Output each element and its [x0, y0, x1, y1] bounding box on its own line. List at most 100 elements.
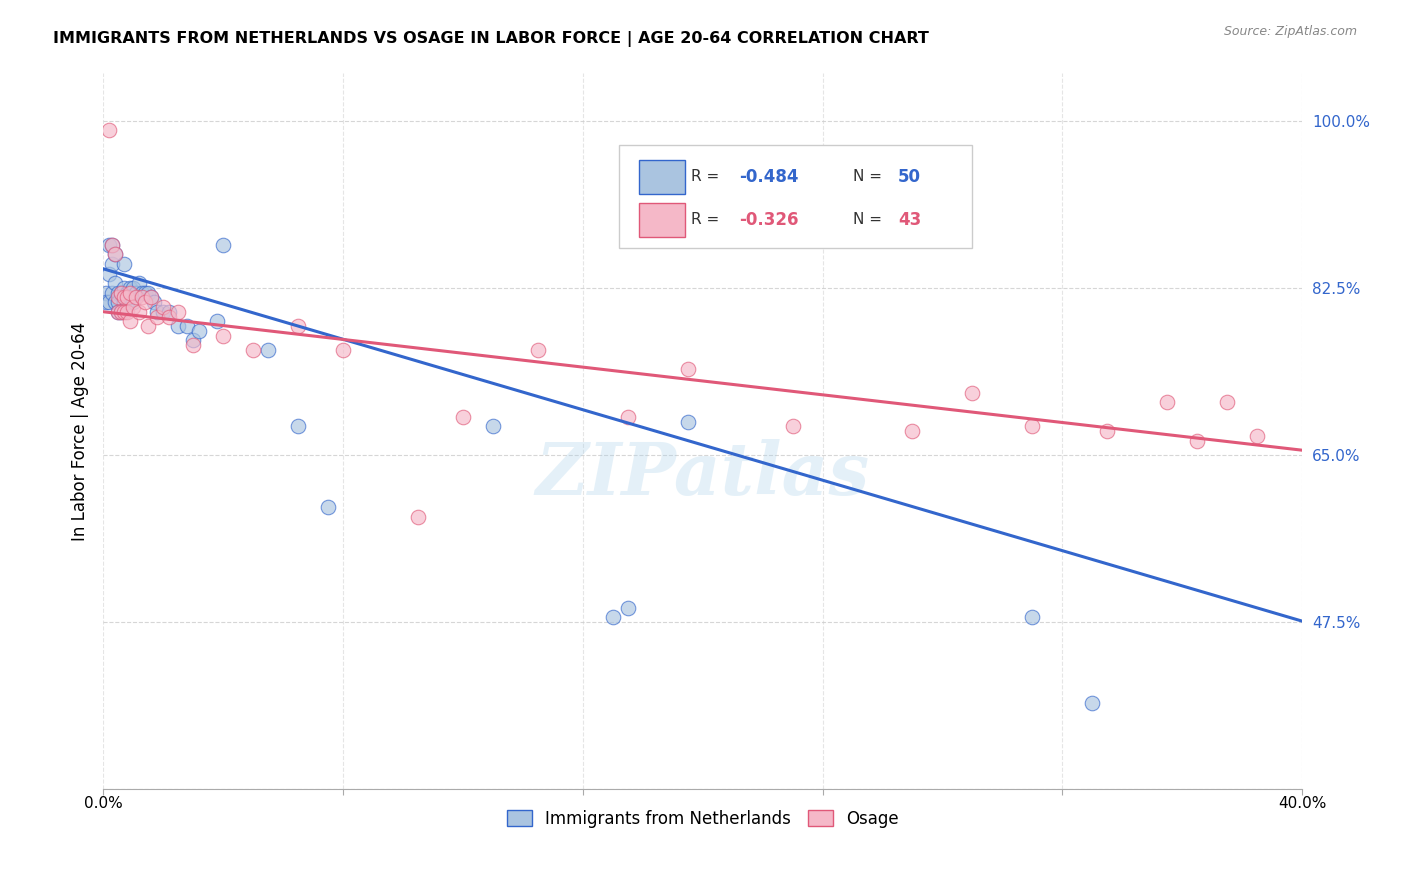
Point [128, 276, 150, 290]
Point [112, 290, 135, 304]
Point [110, 285, 132, 300]
Point [107, 304, 129, 318]
Point [122, 281, 145, 295]
Point [1097, 424, 1119, 438]
Point [212, 328, 235, 343]
Point [602, 610, 624, 624]
Point [287, 319, 309, 334]
Point [107, 295, 129, 310]
Point [115, 295, 138, 310]
Point [115, 304, 138, 318]
Point [98, 267, 121, 281]
Point [526, 343, 548, 357]
Point [242, 343, 264, 357]
Point [131, 290, 153, 304]
Point [782, 419, 804, 434]
Point [139, 290, 162, 304]
Point [136, 319, 159, 334]
Point [167, 304, 190, 318]
Point [676, 415, 699, 429]
Point [98, 123, 121, 137]
Text: -0.484: -0.484 [738, 168, 799, 186]
Point [1021, 419, 1043, 434]
Point [107, 304, 129, 318]
Point [104, 247, 127, 261]
Point [115, 285, 138, 300]
Text: Source: ZipAtlas.com: Source: ZipAtlas.com [1223, 25, 1357, 38]
Point [212, 238, 235, 252]
Text: R =: R = [690, 212, 724, 227]
Text: IMMIGRANTS FROM NETHERLANDS VS OSAGE IN LABOR FORCE | AGE 20-64 CORRELATION CHAR: IMMIGRANTS FROM NETHERLANDS VS OSAGE IN … [53, 31, 929, 47]
Point [104, 295, 127, 310]
Point [112, 281, 135, 295]
Point [104, 276, 127, 290]
Point [131, 285, 153, 300]
Text: -0.326: -0.326 [738, 211, 799, 229]
Point [152, 304, 174, 318]
Point [616, 409, 638, 424]
Point [120, 285, 142, 300]
Point [101, 257, 124, 271]
Point [143, 295, 166, 310]
Point [112, 295, 135, 310]
Point [257, 343, 280, 357]
Point [94, 285, 117, 300]
Point [104, 247, 127, 261]
Point [287, 419, 309, 434]
Point [157, 304, 180, 318]
Point [101, 238, 124, 252]
Point [901, 424, 924, 438]
Point [112, 257, 135, 271]
Point [122, 300, 145, 314]
Point [134, 285, 156, 300]
Text: ZIPatlas: ZIPatlas [536, 439, 870, 509]
Point [188, 324, 211, 338]
Point [1187, 434, 1209, 448]
Y-axis label: In Labor Force | Age 20-64: In Labor Force | Age 20-64 [72, 321, 89, 541]
Point [146, 304, 169, 318]
Text: 43: 43 [898, 211, 921, 229]
Text: 50: 50 [898, 168, 921, 186]
Point [125, 290, 148, 304]
Point [1246, 429, 1268, 443]
Point [962, 385, 984, 400]
Text: 0.0%: 0.0% [84, 796, 122, 811]
Point [107, 285, 129, 300]
Legend: Immigrants from Netherlands, Osage: Immigrants from Netherlands, Osage [501, 804, 905, 835]
Bar [640, 202, 685, 237]
Point [125, 285, 148, 300]
Point [676, 362, 699, 376]
Point [406, 510, 429, 524]
Point [107, 290, 129, 304]
Point [110, 304, 132, 318]
Point [146, 310, 169, 324]
Point [110, 304, 132, 318]
Point [167, 319, 190, 334]
Point [157, 310, 180, 324]
Point [122, 295, 145, 310]
Point [332, 343, 354, 357]
Point [176, 319, 198, 334]
Point [451, 409, 474, 424]
Point [120, 314, 142, 328]
Point [110, 285, 132, 300]
Point [136, 285, 159, 300]
Point [120, 290, 142, 304]
Point [205, 314, 228, 328]
Point [1216, 395, 1239, 409]
Point [128, 304, 150, 318]
Point [482, 419, 505, 434]
Point [101, 285, 124, 300]
Point [98, 295, 121, 310]
Point [181, 338, 204, 352]
Point [94, 295, 117, 310]
Text: N =: N = [852, 212, 886, 227]
Point [1156, 395, 1178, 409]
Point [115, 290, 138, 304]
Point [134, 295, 156, 310]
Text: N =: N = [852, 169, 886, 185]
Point [101, 238, 124, 252]
Point [1081, 696, 1104, 710]
Bar [640, 160, 685, 194]
Point [616, 600, 638, 615]
